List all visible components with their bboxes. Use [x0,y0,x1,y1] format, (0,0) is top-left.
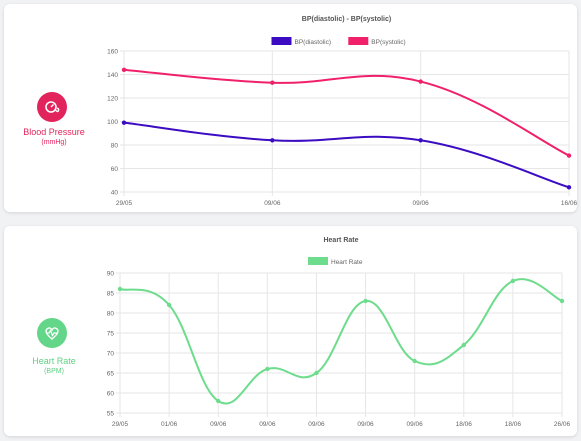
hr-data-point [265,366,270,372]
hr-chart-title: Heart Rate [323,237,358,244]
hr-x-tick-label: 01/06 [161,421,178,428]
heart-rate-chart: Heart Rate Heart Rate 55 60 65 70 75 80 85 90 29/0… [107,237,571,428]
heart-rate-icon [37,318,67,348]
hr-x-tick-label: 09/06 [357,421,374,428]
bp-legend-label: BP(systolic) [371,39,405,46]
bp-legend-swatch [348,37,369,45]
bp-y-tick-label: 120 [107,96,118,103]
hr-series-line [119,278,563,405]
blood-pressure-title: Blood Pressure [23,127,85,137]
hr-data-point [412,358,417,364]
hr-y-tick-label: 85 [107,291,115,298]
heart-rate-summary: Heart Rate (BPM) [4,226,104,436]
bp-y-tick-label: 100 [107,119,118,126]
bp-y-tick-label: 60 [111,166,119,173]
hr-x-tick-label: 29/05 [112,421,129,428]
hr-y-tick-label: 80 [107,311,115,318]
hr-x-tick-label: 09/06 [407,421,424,428]
blood-pressure-icon [37,92,67,122]
bp-y-tick-label: 40 [111,190,119,197]
hr-data-point [117,286,123,292]
hr-x-tick-label: 26/06 [554,421,571,428]
hr-data-point [363,298,368,304]
bp-chart-title: BP(diastolic) - BP(systolic) [302,16,391,23]
bp-data-point [270,80,275,85]
hr-x-tick-label: 09/06 [308,421,325,428]
bp-data-point [566,153,572,158]
hr-y-tick-label: 55 [107,411,115,418]
bp-data-point [270,138,275,143]
hr-y-tick-label: 60 [107,391,115,398]
bp-x-tick-label: 09/06 [413,200,430,207]
bp-y-tick-label: 140 [107,72,118,79]
bp-x-tick-label: 09/06 [264,200,281,207]
hr-data-point [166,302,172,308]
hr-y-tick-label: 65 [107,371,115,378]
hr-data-point [216,398,221,404]
bp-legend-label: BP(diastolic) [295,39,331,46]
bp-x-tick-label: 29/05 [116,200,133,207]
bp-x-tick-label: 16/06 [561,200,577,207]
blood-pressure-unit: (mmHg) [41,139,67,146]
hr-x-tick-label: 18/06 [456,421,473,428]
hr-x-tick-label: 09/06 [210,421,227,428]
bp-y-tick-label: 160 [107,49,118,56]
bp-series-line [123,68,570,157]
hr-legend-label: Heart Rate [331,259,363,266]
hr-y-tick-label: 90 [107,271,115,278]
heart-rate-unit: (BPM) [44,368,64,375]
bp-data-point [121,120,127,125]
blood-pressure-card: Blood Pressure (mmHg) BP(diastolic) - BP… [4,4,577,212]
blood-pressure-summary: Blood Pressure (mmHg) [4,4,104,212]
hr-x-tick-label: 18/06 [505,421,522,428]
bp-data-point [566,185,572,190]
bp-y-tick-label: 80 [111,143,119,150]
hr-x-tick-label: 09/06 [259,421,276,428]
hr-y-tick-label: 70 [107,351,115,358]
hr-data-point [461,342,466,348]
bp-data-point [418,138,423,143]
hr-legend-swatch [308,257,328,265]
blood-pressure-chart: BP(diastolic) - BP(systolic) BP(diastolic… [107,16,577,207]
bp-data-point [121,67,127,72]
hr-data-point [314,370,319,376]
bp-legend-swatch [271,37,292,45]
hr-y-tick-label: 75 [107,331,115,338]
hr-data-point [559,298,565,304]
heart-rate-title: Heart Rate [32,356,76,366]
bp-series-line [123,121,570,189]
heart-rate-card: Heart Rate (BPM) Heart Rate Heart Rate 55 6… [4,226,577,436]
bp-data-point [418,79,423,84]
hr-data-point [510,278,516,284]
